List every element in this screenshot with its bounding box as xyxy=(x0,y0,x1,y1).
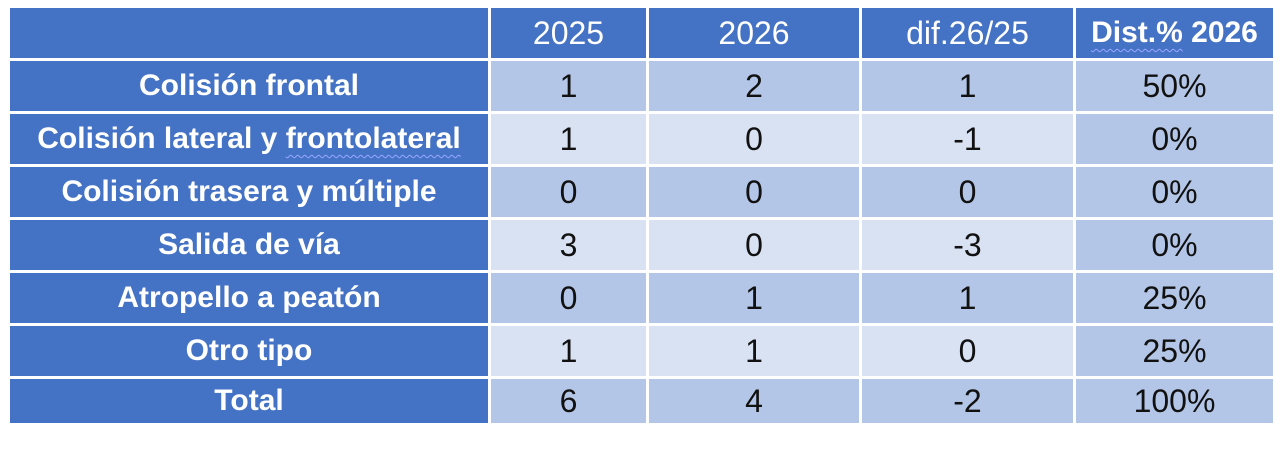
header-dist-prefix: Dist.% xyxy=(1091,16,1183,49)
cell-2026: 1 xyxy=(646,270,862,326)
header-dist-year: 2026 xyxy=(1182,16,1258,49)
table-row: Otro tipo 1 1 0 25% xyxy=(7,323,1276,379)
row-label: Colisión trasera y múltiple xyxy=(7,164,491,220)
header-dif: dif.26/25 xyxy=(859,5,1076,61)
total-2026: 4 xyxy=(646,376,862,426)
row-label: Colisión frontal xyxy=(7,58,491,114)
row-label: Otro tipo xyxy=(7,323,491,379)
row-label: Salida de vía xyxy=(7,217,491,273)
cell-dif: 1 xyxy=(859,270,1076,326)
cell-2026: 0 xyxy=(646,111,862,167)
row-label-part-underlined: frontolateral xyxy=(285,122,461,155)
cell-2026: 1 xyxy=(646,323,862,379)
accident-type-table: 2025 2026 dif.26/25 Dist.% 2026 Colisión… xyxy=(7,5,1276,426)
cell-2025: 1 xyxy=(488,111,649,167)
cell-dist: 0% xyxy=(1073,111,1276,167)
row-label: Colisión lateral y frontolateral xyxy=(7,111,491,167)
row-label: Atropello a peatón xyxy=(7,270,491,326)
cell-dist: 25% xyxy=(1073,323,1276,379)
cell-2025: 0 xyxy=(488,164,649,220)
header-row: 2025 2026 dif.26/25 Dist.% 2026 xyxy=(7,5,1276,61)
cell-2026: 0 xyxy=(646,164,862,220)
cell-dif: 0 xyxy=(859,323,1076,379)
cell-2025: 1 xyxy=(488,323,649,379)
total-label: Total xyxy=(7,376,491,426)
header-2025: 2025 xyxy=(488,5,648,61)
cell-2025: 0 xyxy=(488,270,649,326)
header-2026: 2026 xyxy=(646,5,861,61)
row-label-part: Colisión lateral y xyxy=(37,122,286,155)
cell-2026: 0 xyxy=(646,217,862,273)
total-row: Total 6 4 -2 100% xyxy=(7,376,1276,426)
table-row: Atropello a peatón 0 1 1 25% xyxy=(7,270,1276,326)
cell-dist: 25% xyxy=(1073,270,1276,326)
table-row: Salida de vía 3 0 -3 0% xyxy=(7,217,1276,273)
total-2025: 6 xyxy=(488,376,649,426)
total-dif: -2 xyxy=(859,376,1076,426)
total-dist: 100% xyxy=(1073,376,1276,426)
table-row: Colisión frontal 1 2 1 50% xyxy=(7,58,1276,114)
cell-dif: -1 xyxy=(859,111,1076,167)
header-corner-cell xyxy=(7,5,490,61)
cell-dif: 1 xyxy=(859,58,1076,114)
table-row: Colisión lateral y frontolateral 1 0 -1 … xyxy=(7,111,1276,167)
header-dist: Dist.% 2026 xyxy=(1073,5,1276,61)
cell-2025: 3 xyxy=(488,217,649,273)
cell-dif: 0 xyxy=(859,164,1076,220)
cell-dist: 0% xyxy=(1073,164,1276,220)
table-row: Colisión trasera y múltiple 0 0 0 0% xyxy=(7,164,1276,220)
cell-dif: -3 xyxy=(859,217,1076,273)
cell-2025: 1 xyxy=(488,58,649,114)
cell-2026: 2 xyxy=(646,58,862,114)
cell-dist: 0% xyxy=(1073,217,1276,273)
cell-dist: 50% xyxy=(1073,58,1276,114)
